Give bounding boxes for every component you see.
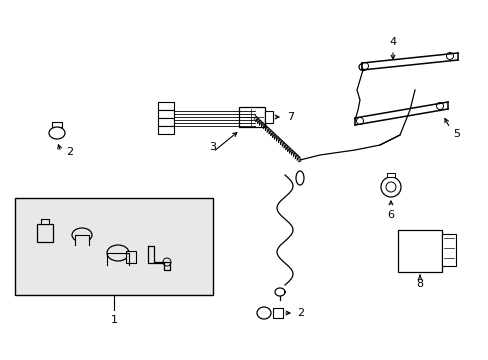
Bar — [264, 111, 272, 123]
Ellipse shape — [49, 127, 65, 139]
Ellipse shape — [162, 257, 172, 267]
Bar — [397, 230, 441, 272]
Bar — [37, 224, 53, 242]
Bar — [239, 107, 264, 127]
Circle shape — [361, 63, 368, 69]
Ellipse shape — [358, 63, 366, 71]
Bar — [272, 308, 283, 318]
Circle shape — [436, 103, 443, 109]
Circle shape — [356, 117, 363, 125]
Bar — [158, 118, 174, 126]
Bar — [75, 237, 89, 245]
Bar — [158, 110, 174, 118]
Ellipse shape — [257, 307, 270, 319]
Text: 4: 4 — [388, 37, 396, 47]
Bar — [441, 234, 455, 266]
Circle shape — [380, 177, 400, 197]
Text: 6: 6 — [386, 210, 394, 220]
Text: 5: 5 — [452, 129, 459, 139]
Bar — [15, 198, 213, 295]
Circle shape — [446, 53, 452, 59]
Bar — [126, 251, 136, 263]
Text: 8: 8 — [416, 279, 423, 289]
Text: 3: 3 — [209, 142, 216, 152]
Circle shape — [385, 182, 395, 192]
Bar — [41, 219, 49, 224]
Bar — [158, 126, 174, 134]
Ellipse shape — [295, 171, 304, 185]
Bar — [158, 102, 174, 110]
Text: 2: 2 — [296, 308, 304, 318]
Text: 1: 1 — [110, 315, 117, 325]
Text: 2: 2 — [66, 147, 73, 157]
Ellipse shape — [72, 228, 92, 242]
Ellipse shape — [163, 258, 171, 266]
Bar — [386, 173, 394, 177]
Text: 7: 7 — [286, 112, 293, 122]
Ellipse shape — [107, 245, 129, 261]
